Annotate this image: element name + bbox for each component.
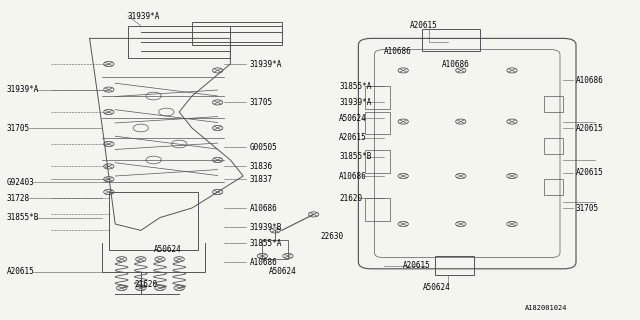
Text: 31855*A: 31855*A — [250, 239, 282, 248]
Text: 31939*A: 31939*A — [128, 12, 161, 20]
Bar — [192, 22, 282, 45]
Text: 31855*B: 31855*B — [6, 213, 39, 222]
Text: A50624: A50624 — [422, 284, 450, 292]
Text: A10686: A10686 — [384, 47, 412, 56]
Text: 31939*A: 31939*A — [6, 85, 39, 94]
Bar — [365, 198, 390, 221]
Bar — [365, 86, 390, 109]
Text: 31837: 31837 — [250, 175, 273, 184]
Bar — [109, 192, 198, 250]
Text: A20615: A20615 — [576, 124, 604, 132]
Bar — [544, 179, 563, 195]
Text: 31836: 31836 — [250, 162, 273, 171]
Bar — [262, 240, 288, 259]
Text: A20615: A20615 — [339, 133, 367, 142]
Text: A10686: A10686 — [250, 258, 277, 267]
Text: 31939*A: 31939*A — [250, 60, 282, 68]
Text: 31939*A: 31939*A — [339, 98, 372, 107]
Text: 31855*A: 31855*A — [339, 82, 372, 91]
Text: 21620: 21620 — [134, 280, 157, 289]
Bar — [365, 112, 390, 134]
Text: A10686: A10686 — [576, 76, 604, 84]
Bar — [435, 256, 474, 275]
Text: A10686: A10686 — [250, 204, 277, 212]
Bar — [544, 96, 563, 112]
Text: 31939*B: 31939*B — [250, 223, 282, 232]
Bar — [544, 138, 563, 154]
Text: 31728: 31728 — [6, 194, 29, 203]
Text: G00505: G00505 — [250, 143, 277, 152]
Text: 31705: 31705 — [6, 124, 29, 132]
Text: 21620: 21620 — [339, 194, 362, 203]
Text: 31705: 31705 — [250, 98, 273, 107]
Bar — [365, 150, 390, 173]
Text: A10686: A10686 — [442, 60, 469, 68]
Text: A20615: A20615 — [403, 261, 431, 270]
Text: 31705: 31705 — [576, 204, 599, 212]
Text: A182001024: A182001024 — [525, 305, 567, 311]
Text: A20615: A20615 — [6, 268, 34, 276]
Text: A10686: A10686 — [339, 172, 367, 180]
Text: A20615: A20615 — [410, 21, 437, 30]
Text: A50624: A50624 — [269, 268, 296, 276]
Text: 31855*B: 31855*B — [339, 152, 372, 161]
Text: A20615: A20615 — [576, 168, 604, 177]
Bar — [128, 26, 230, 58]
Text: A50624: A50624 — [154, 245, 181, 254]
Bar — [422, 29, 480, 51]
Text: G92403: G92403 — [6, 178, 34, 187]
Text: 22630: 22630 — [320, 232, 343, 241]
Text: A50624: A50624 — [339, 114, 367, 123]
